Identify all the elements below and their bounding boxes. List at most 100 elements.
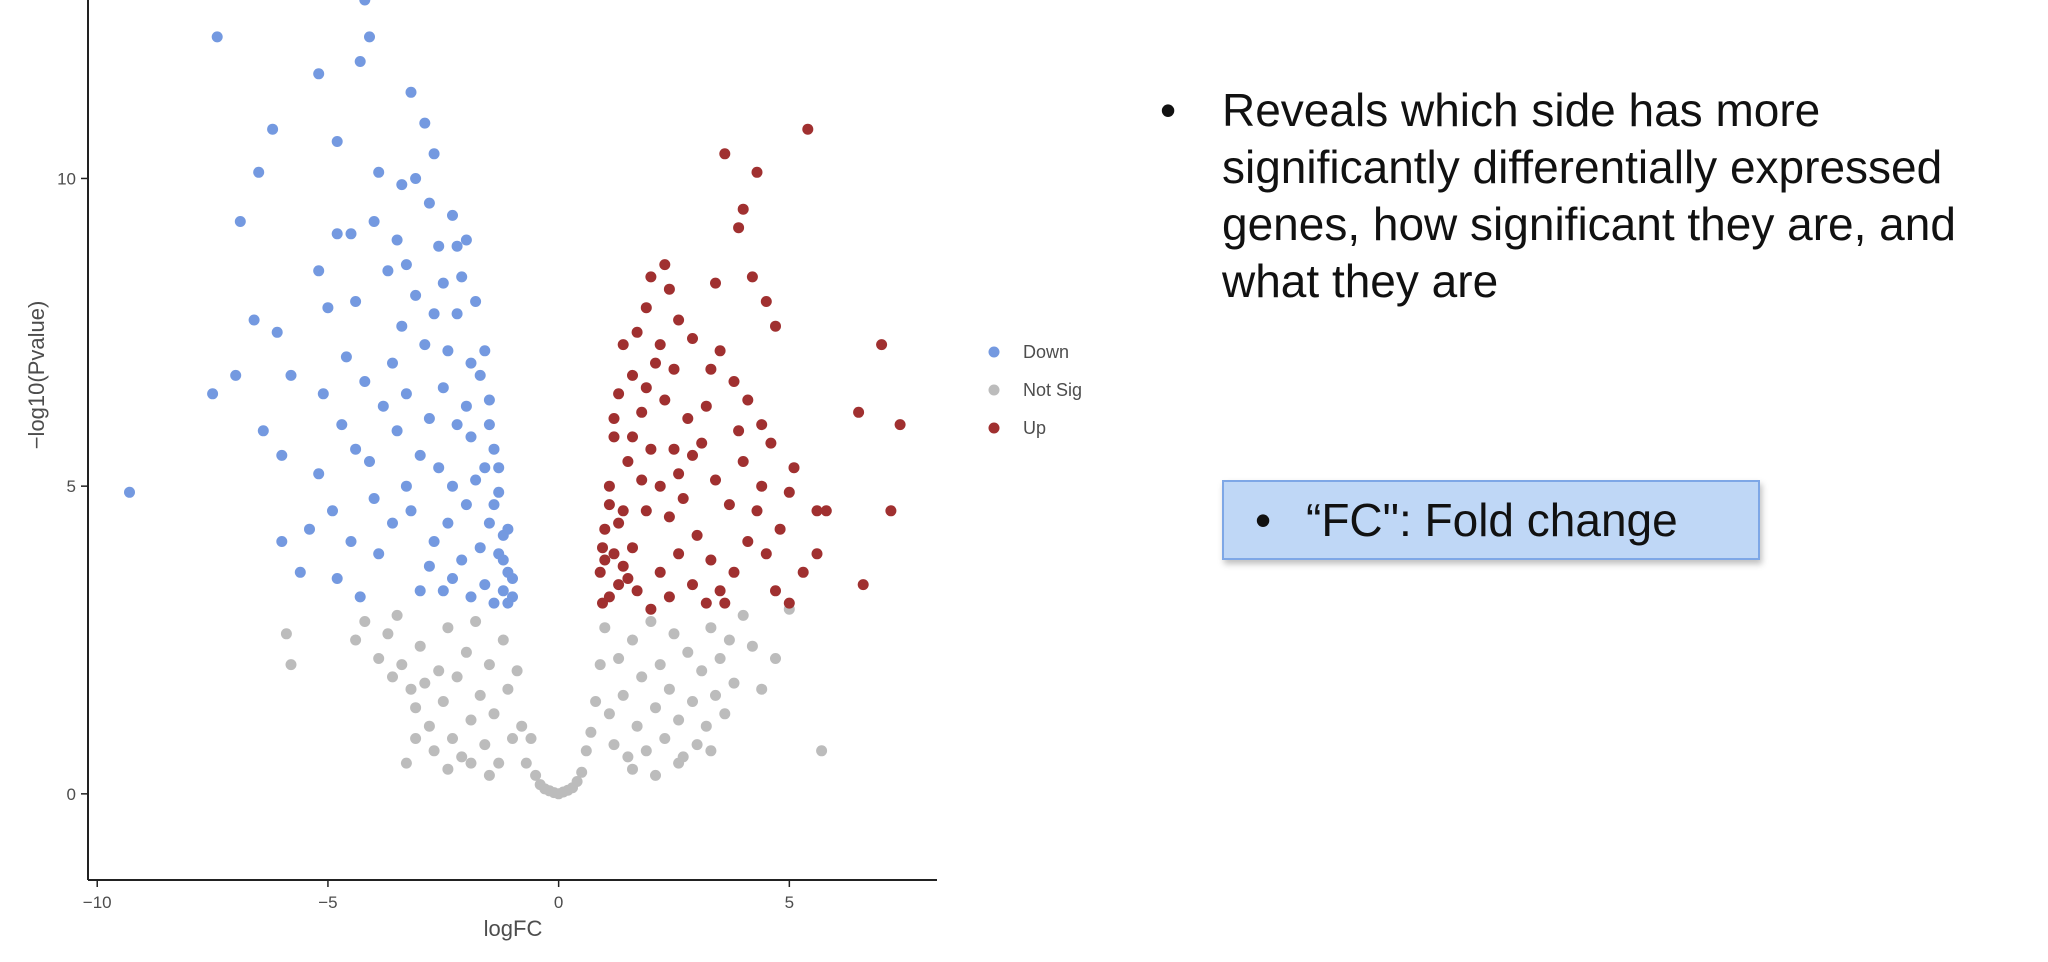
point-up — [714, 345, 726, 357]
point-not-sig — [493, 757, 505, 769]
legend-label-not-sig: Not Sig — [1023, 380, 1082, 400]
point-not-sig — [640, 745, 652, 757]
point-up — [723, 499, 735, 511]
point-down — [502, 523, 514, 535]
point-down — [410, 289, 422, 301]
point-down — [313, 468, 325, 480]
point-up — [608, 431, 620, 443]
point-up — [608, 413, 620, 424]
point-up — [603, 591, 615, 603]
y-axis-label: −log10(Pvalue) — [24, 301, 49, 450]
bullet-item: • Reveals which side has more significan… — [1150, 82, 2030, 310]
point-up — [737, 456, 749, 467]
point-not-sig — [696, 665, 708, 677]
point-down — [493, 462, 505, 474]
point-not-sig — [687, 696, 698, 707]
point-down — [433, 462, 445, 474]
point-not-sig — [410, 702, 422, 714]
point-down — [488, 443, 500, 455]
point-down — [354, 56, 366, 67]
point-not-sig — [746, 640, 758, 652]
point-not-sig — [710, 689, 721, 701]
point-down — [474, 542, 486, 554]
point-up — [677, 493, 689, 504]
point-down — [359, 0, 371, 6]
point-down — [304, 523, 315, 535]
point-up — [783, 486, 795, 498]
point-down — [428, 308, 440, 320]
point-up — [742, 394, 754, 406]
point-down — [470, 474, 482, 486]
point-not-sig — [433, 665, 445, 677]
point-down — [442, 345, 454, 357]
point-not-sig — [770, 653, 781, 664]
point-down — [340, 351, 352, 363]
point-up — [673, 548, 685, 560]
point-up — [737, 203, 749, 215]
point-not-sig — [520, 757, 532, 769]
point-up — [663, 591, 675, 603]
point-down — [400, 480, 412, 492]
point-up — [594, 566, 606, 578]
point-not-sig — [530, 769, 542, 781]
point-down — [456, 271, 468, 283]
point-up — [885, 505, 897, 517]
point-down — [354, 591, 366, 603]
point-down — [391, 234, 403, 246]
point-down — [285, 369, 297, 381]
point-up — [636, 406, 648, 418]
point-down — [276, 536, 288, 547]
point-up — [682, 413, 694, 424]
point-down — [313, 68, 325, 80]
point-down — [405, 505, 417, 517]
point-not-sig — [608, 739, 620, 751]
point-down — [423, 560, 435, 572]
point-not-sig — [650, 702, 661, 714]
point-up — [636, 474, 648, 486]
point-up — [760, 548, 772, 560]
point-not-sig — [502, 683, 514, 695]
point-not-sig — [442, 763, 454, 775]
x-tick-label: −5 — [318, 893, 337, 912]
point-not-sig — [285, 659, 297, 671]
point-up — [617, 505, 629, 517]
legend-marker-up — [988, 422, 1000, 434]
scatter-points — [124, 0, 906, 800]
point-down — [368, 493, 380, 504]
point-down — [433, 240, 445, 252]
point-down — [479, 462, 491, 474]
legend-label-up: Up — [1023, 418, 1046, 438]
point-up — [733, 425, 745, 437]
point-not-sig — [456, 751, 468, 763]
point-down — [345, 536, 357, 547]
legend-label-down: Down — [1023, 342, 1069, 362]
point-up — [668, 443, 680, 455]
point-up — [645, 271, 657, 283]
legend-marker-down — [988, 346, 1000, 358]
point-up — [622, 456, 634, 467]
point-down — [317, 388, 329, 400]
axis-ticks: −10 −5 0 5 0 5 10 — [57, 169, 794, 912]
point-down — [479, 579, 491, 591]
point-not-sig — [723, 634, 735, 646]
point-down — [437, 277, 449, 289]
point-up — [654, 480, 666, 492]
point-not-sig — [645, 616, 657, 627]
point-down — [419, 117, 431, 129]
point-down — [493, 486, 505, 498]
point-down — [507, 573, 518, 584]
point-up — [700, 597, 712, 609]
point-not-sig — [423, 720, 435, 732]
point-not-sig — [447, 733, 458, 744]
point-down — [437, 585, 449, 597]
x-axis-label: logFC — [484, 916, 543, 941]
point-down — [391, 425, 403, 437]
point-up — [774, 523, 786, 535]
point-up — [788, 462, 800, 474]
point-down — [470, 296, 482, 307]
point-not-sig — [387, 671, 398, 683]
point-up — [728, 566, 740, 578]
point-up — [622, 573, 634, 584]
point-up — [696, 437, 708, 449]
x-tick-label: −10 — [83, 893, 112, 912]
